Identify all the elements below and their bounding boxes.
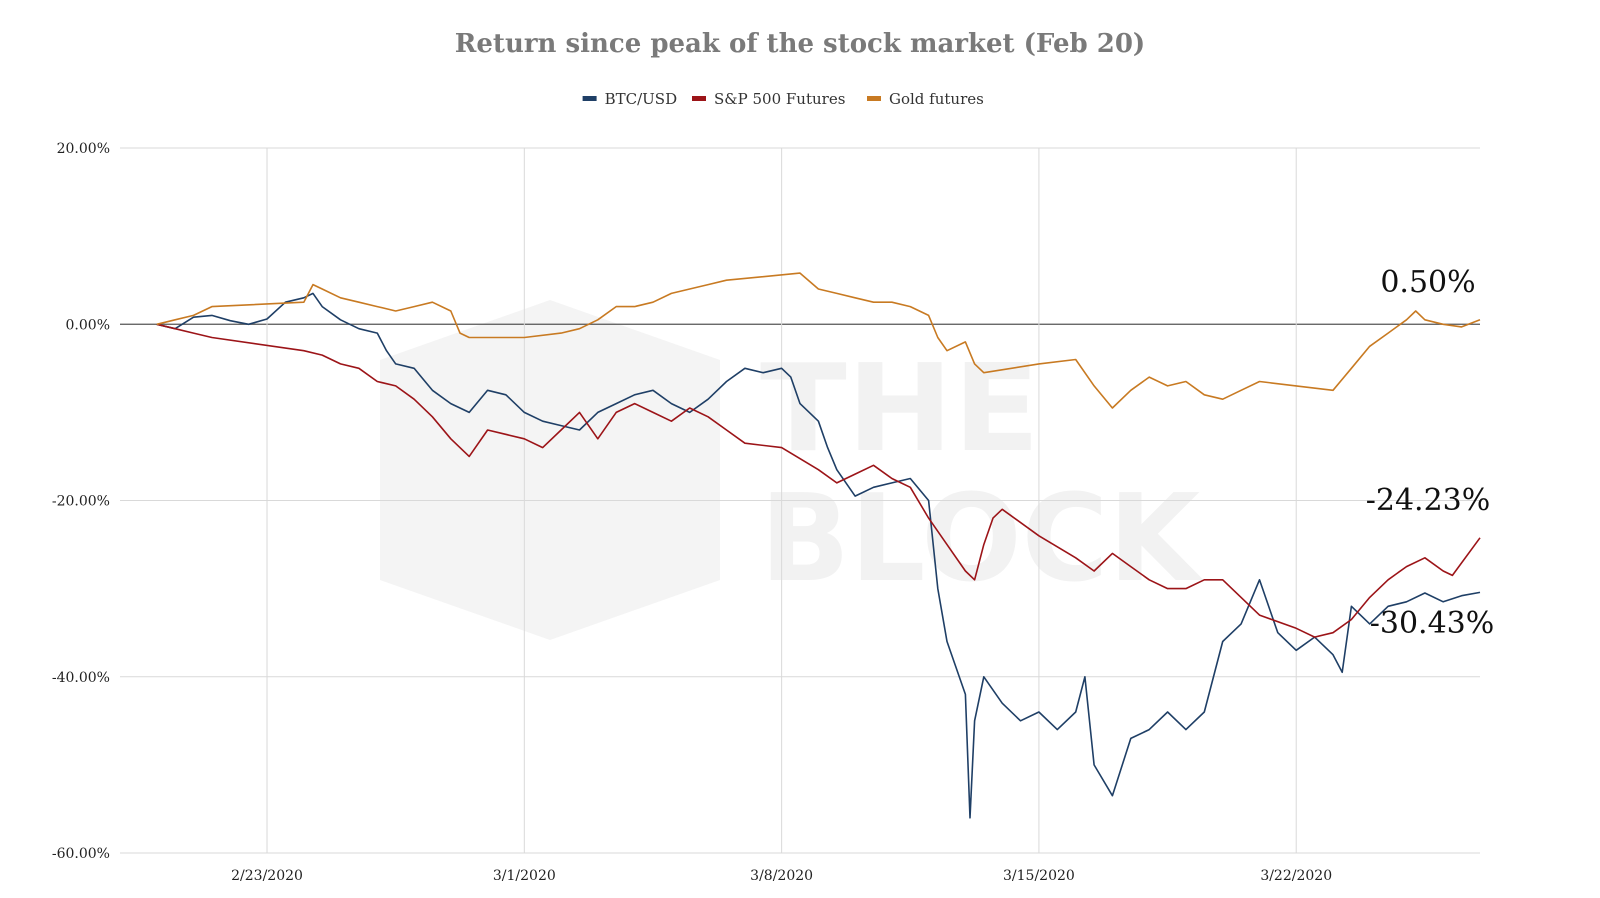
end-label-gold-futures: 0.50%	[1380, 265, 1475, 300]
watermark-text-line2: BLOCK	[760, 470, 1204, 609]
x-tick-label: 2/23/2020	[231, 868, 303, 884]
x-tick-label: 3/1/2020	[493, 868, 556, 884]
legend: BTC/USD S&P 500 Futures Gold futures	[582, 90, 984, 108]
end-label-btc-usd: -30.43%	[1370, 606, 1495, 641]
x-tick-label: 3/8/2020	[750, 868, 813, 884]
y-tick-label: 20.00%	[57, 141, 110, 157]
legend-swatch-btc-usd	[582, 96, 597, 101]
y-tick-label: 0.00%	[66, 317, 110, 333]
y-axis: 20.00% 0.00% -20.00% -40.00% -60.00%	[52, 141, 110, 862]
watermark: THE BLOCK	[380, 300, 1204, 640]
y-tick-label: -60.00%	[52, 846, 110, 862]
x-tick-label: 3/15/2020	[1003, 868, 1075, 884]
end-label-s-p-500-futures: -24.23%	[1366, 483, 1491, 518]
watermark-text-line1: THE	[760, 340, 1040, 479]
grid	[120, 147, 1480, 854]
series-line-gold-futures	[156, 272, 1481, 409]
chart-title: Return since peak of the stock market (F…	[455, 29, 1145, 59]
legend-label-btc-usd: BTC/USD	[605, 90, 678, 108]
legend-label-s-p-500-futures: S&P 500 Futures	[714, 90, 845, 108]
legend-label-gold-futures: Gold futures	[889, 90, 984, 108]
series-line-s-p-500-futures	[156, 323, 1481, 638]
y-tick-label: -20.00%	[52, 494, 110, 510]
series-lines	[156, 272, 1481, 819]
y-tick-label: -40.00%	[52, 670, 110, 686]
x-axis: 2/23/2020 3/1/2020 3/8/2020 3/15/2020 3/22/2…	[231, 868, 1332, 884]
legend-swatch-s-p-500-futures	[692, 96, 706, 101]
legend-swatch-gold-futures	[867, 96, 881, 101]
end-labels: 0.50% -24.23% -30.43%	[1366, 265, 1495, 641]
series-line-btc-usd	[156, 292, 1481, 819]
x-tick-label: 3/22/2020	[1260, 868, 1332, 884]
watermark-logo	[380, 300, 720, 640]
